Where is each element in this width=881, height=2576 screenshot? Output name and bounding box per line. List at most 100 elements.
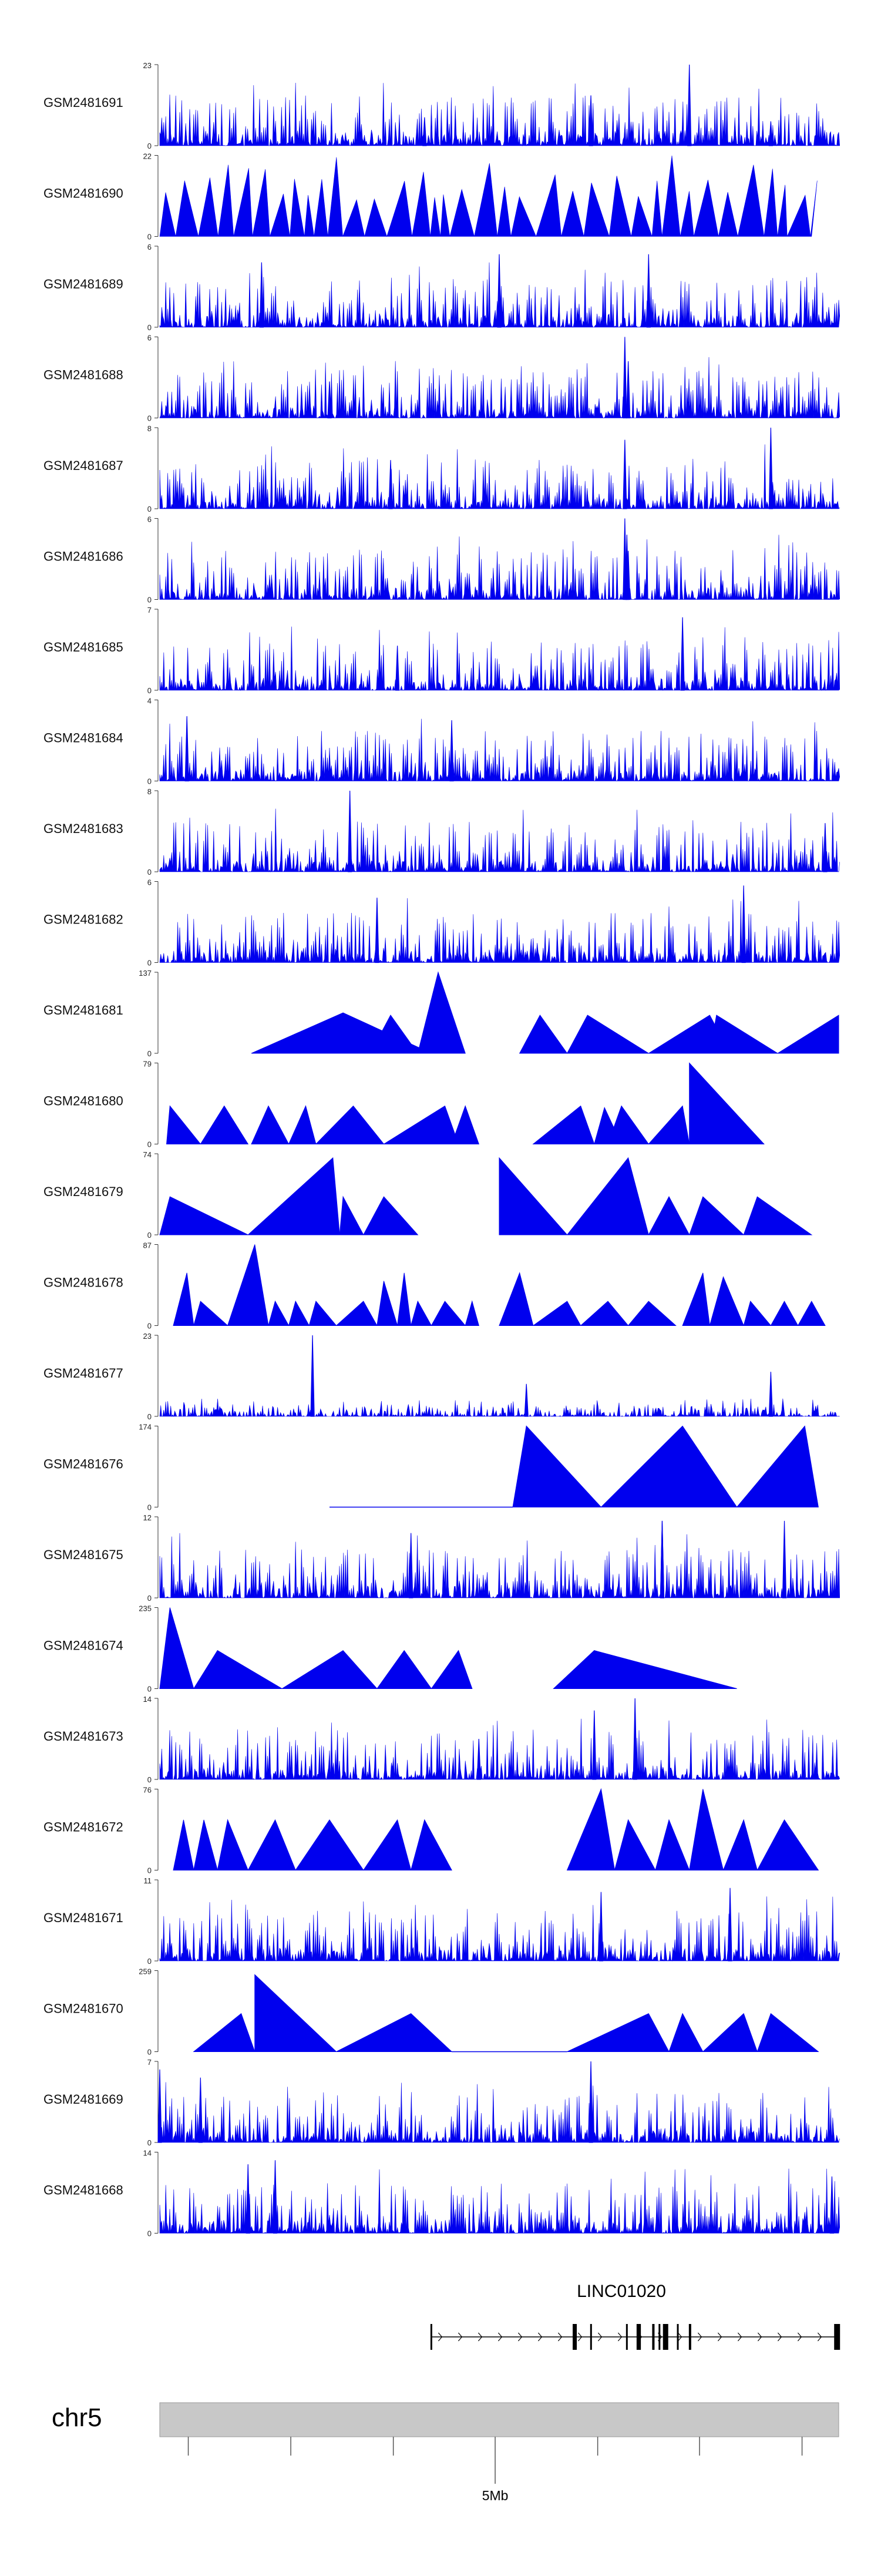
y-axis-max-label: 6 [147,878,152,887]
signal-peak [295,1819,364,1870]
track-label: GSM2481679 [43,1184,123,1199]
signal-peak [829,2176,835,2234]
signal-peak [227,1244,269,1326]
signal-area [159,2082,840,2144]
signal-peak [362,1196,419,1235]
signal-peak [743,1196,813,1235]
y-axis-min-label: 0 [147,233,152,241]
signal-peak [395,646,400,691]
gene-exon [834,2324,840,2350]
signal-peak [217,1819,249,1870]
track-label: GSM2481688 [43,367,123,382]
signal-peak [709,1015,779,1054]
y-axis-min-label: 0 [147,2229,152,2238]
signal-peak [159,1607,194,1689]
track-label: GSM2481686 [43,549,123,563]
signal-peak [823,823,828,872]
y-axis-max-label: 74 [143,1150,152,1159]
y-axis-max-label: 174 [139,1423,152,1432]
y-axis-min-label: 0 [147,2048,152,2057]
y-axis-max-label: 6 [147,243,152,251]
gene-strand-arrow [697,2332,702,2342]
signal-area [159,357,840,419]
signal-peak [499,1157,568,1235]
signal-peak [598,1892,604,1962]
signal-peak [741,885,746,963]
signal-peak [327,381,332,419]
signal-peak [193,1650,283,1689]
signal-peak [417,971,466,1054]
y-axis-min-label: 0 [147,1503,152,1512]
y-axis-min-label: 0 [147,323,152,332]
signal-peak [600,1425,738,1507]
gene-strand-arrow [757,2332,762,2342]
signal-peak [614,1819,656,1870]
y-axis-max-label: 23 [143,61,152,70]
signal-area [159,1533,840,1599]
signal-peak [566,1015,650,1054]
signal-area [159,1896,840,1962]
y-axis-max-label: 11 [144,1876,152,1885]
y-axis-max-label: 137 [139,969,152,978]
signal-peak [660,1520,665,1598]
y-axis-min-label: 0 [147,1140,152,1149]
signal-peak [702,2013,758,2052]
signal-peak [532,1301,581,1326]
signal-peak [623,337,627,419]
track-label: GSM2481685 [43,640,123,654]
y-axis-max-label: 8 [147,424,152,433]
signal-peak [499,1272,534,1326]
signal-peak [566,1788,616,1870]
signal-peak [668,2013,704,2052]
signal-peak [646,254,651,328]
track-label: GSM2481689 [43,277,123,291]
track-label: GSM2481687 [43,458,123,473]
signal-peak [689,1062,765,1144]
signal-peak [709,1276,744,1326]
signal-peak [422,117,427,146]
chromosome-label: chr5 [52,2403,102,2432]
gene-exon [637,2324,641,2350]
signal-peak [397,1272,412,1326]
signal-peak [589,2061,593,2143]
gene-exon [590,2324,592,2350]
signal-area [159,718,840,782]
signal-peak [159,1196,248,1235]
signal-area [159,808,840,873]
y-axis-min-label: 0 [147,777,152,786]
signal-peak [375,898,379,963]
y-axis-max-label: 8 [147,787,152,796]
y-axis-min-label: 0 [147,414,152,423]
chromosome-bar [159,2402,839,2437]
signal-peak [633,1698,637,1780]
y-axis-max-label: 4 [147,697,152,706]
signal-peak [200,1105,249,1144]
signal-peak [566,1157,649,1235]
signal-peak [476,1738,481,1780]
signal-peak [626,361,631,419]
y-axis-max-label: 76 [143,1786,152,1795]
gene-strand-arrow [497,2332,503,2342]
signal-peak [376,1650,432,1689]
signal-peak [567,2013,670,2052]
gene-strand-arrow [438,2332,443,2342]
gene-exon [573,2324,577,2350]
track-label: GSM2481684 [43,730,123,745]
signal-peak [728,1888,732,1962]
signal-peak [580,1301,629,1326]
signal-peak [782,1520,787,1598]
signal-peak [254,1974,337,2052]
y-axis-max-label: 14 [143,2149,152,2158]
signal-peak [768,121,774,146]
signal-peak [524,1383,529,1417]
signal-peak [288,1105,317,1144]
signal-peak [449,720,454,782]
track-label: GSM2481670 [43,2001,123,2016]
signal-peak [198,2077,203,2143]
y-axis-min-label: 0 [147,596,152,604]
signal-peak [532,1105,595,1144]
signal-peak [519,1015,568,1054]
gene-exon [663,2324,668,2350]
signal-peak [339,1195,364,1235]
